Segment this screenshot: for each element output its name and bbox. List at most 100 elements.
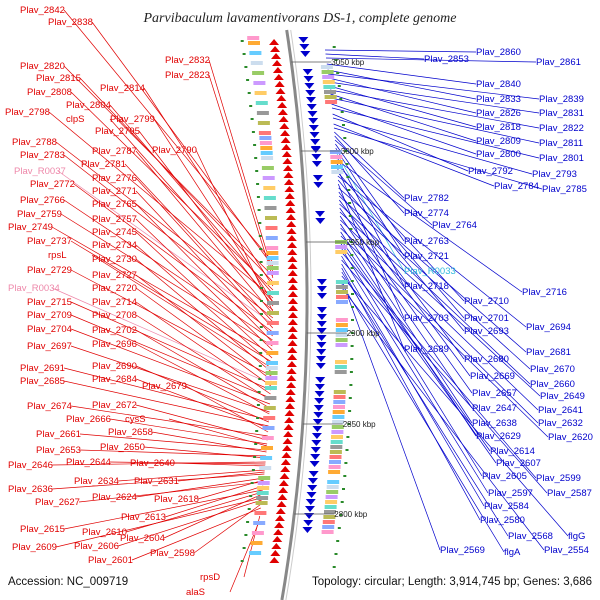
cog-block-inner bbox=[263, 406, 276, 410]
forward-gene-arrow bbox=[272, 536, 283, 542]
cog-block-outer bbox=[336, 290, 348, 294]
left-connector bbox=[60, 213, 273, 347]
right-connector bbox=[324, 49, 477, 53]
right-connector bbox=[335, 143, 405, 242]
right-gene-label: Plav_2693 bbox=[464, 326, 509, 337]
right-gene-label: Plav_2826 bbox=[476, 108, 521, 119]
cog-block-outer bbox=[328, 465, 341, 469]
track-tick bbox=[258, 235, 262, 237]
right-connector bbox=[329, 81, 540, 114]
left-gene-label: Plav_2704 bbox=[27, 324, 72, 335]
track-tick bbox=[334, 59, 338, 61]
right-connector bbox=[337, 171, 465, 319]
forward-gene-arrow bbox=[279, 123, 290, 129]
forward-gene-arrow bbox=[285, 396, 296, 402]
right-connector bbox=[341, 271, 509, 537]
cog-block-inner bbox=[248, 41, 260, 45]
cog-block-outer bbox=[334, 365, 347, 369]
reverse-gene-arrow bbox=[313, 182, 324, 188]
cog-block-outer bbox=[329, 450, 342, 454]
forward-gene-arrow bbox=[269, 557, 280, 563]
cog-block-inner bbox=[266, 331, 279, 335]
track-tick bbox=[259, 274, 263, 276]
left-gene-label: Plav_2790 bbox=[152, 145, 197, 156]
right-connector bbox=[341, 287, 545, 551]
reverse-gene-arrow bbox=[304, 506, 315, 512]
forward-gene-arrow bbox=[284, 186, 295, 192]
cog-block-inner bbox=[264, 206, 277, 210]
left-connector bbox=[109, 418, 268, 445]
label-connector-lines bbox=[48, 9, 569, 593]
left-connector bbox=[164, 485, 264, 518]
left-gene-label: Plav_2615 bbox=[20, 524, 65, 535]
left-gene-label: Plav_R0034 bbox=[8, 283, 60, 294]
reverse-gene-arrow bbox=[316, 307, 327, 313]
reverse-gene-arrow bbox=[305, 499, 316, 505]
right-gene-label: Plav_2681 bbox=[526, 347, 571, 358]
forward-gene-arrow bbox=[287, 305, 298, 311]
forward-gene-arrow bbox=[271, 543, 282, 549]
left-gene-label: Plav_2606 bbox=[74, 541, 119, 552]
scale-label: 2950 kbp bbox=[346, 238, 379, 247]
left-gene-label: Plav_2783 bbox=[20, 150, 65, 161]
cog-block-inner bbox=[265, 226, 278, 230]
forward-gene-arrow bbox=[277, 109, 288, 115]
track-tick bbox=[337, 85, 341, 87]
reverse-gene-arrow bbox=[302, 527, 313, 533]
right-gene-label: Plav_2569 bbox=[440, 545, 485, 556]
cog-block-inner bbox=[254, 511, 267, 515]
cog-block-outer bbox=[322, 80, 335, 84]
reverse-gene-arrow bbox=[308, 125, 319, 131]
cog-block-inner bbox=[265, 366, 278, 370]
forward-gene-arrow bbox=[287, 284, 298, 290]
right-gene-label: Plav_2860 bbox=[476, 47, 521, 58]
cog-block-outer bbox=[322, 520, 335, 524]
right-connector bbox=[339, 199, 471, 377]
right-connector bbox=[339, 211, 541, 397]
forward-gene-arrow bbox=[281, 144, 292, 150]
cog-block-inner bbox=[249, 551, 262, 555]
left-gene-label: Plav_2838 bbox=[48, 17, 93, 28]
left-connector bbox=[138, 130, 274, 307]
cog-block-inner bbox=[265, 216, 277, 220]
forward-gene-arrow bbox=[274, 81, 285, 87]
left-connector bbox=[135, 231, 273, 359]
cog-block-inner bbox=[256, 496, 269, 500]
left-gene-label: Plav_2734 bbox=[92, 240, 137, 251]
right-connector bbox=[340, 235, 549, 438]
forward-gene-arrow bbox=[278, 487, 289, 493]
left-connector bbox=[195, 149, 274, 313]
backbone-arc-shadow bbox=[285, 29, 312, 600]
reverse-gene-arrow bbox=[307, 478, 318, 484]
left-gene-label: Plav_2697 bbox=[27, 341, 72, 352]
track-tick bbox=[350, 280, 354, 282]
right-connector bbox=[340, 243, 497, 464]
forward-gene-arrow bbox=[284, 410, 295, 416]
track-tick bbox=[242, 547, 246, 549]
left-gene-label: Plav_2745 bbox=[92, 227, 137, 238]
cog-block-inner bbox=[266, 351, 279, 355]
left-gene-label: Plav_2631 bbox=[134, 476, 179, 487]
reverse-gene-arrow bbox=[315, 218, 326, 224]
track-tick bbox=[348, 202, 352, 204]
left-gene-label: Plav_2618 bbox=[154, 494, 199, 505]
forward-gene-arrow bbox=[286, 375, 297, 381]
right-gene-label: Plav_2599 bbox=[536, 473, 581, 484]
track-tick bbox=[350, 267, 354, 269]
right-gene-label: Plav_2607 bbox=[496, 458, 541, 469]
right-gene-label: Plav_2818 bbox=[476, 122, 521, 133]
reverse-gene-arrow bbox=[315, 377, 326, 383]
right-gene-label: Plav_2660 bbox=[530, 379, 575, 390]
cog-block-outer bbox=[335, 360, 347, 364]
forward-gene-arrow bbox=[282, 158, 293, 164]
track-tick bbox=[247, 508, 251, 510]
cog-block-outer bbox=[333, 405, 345, 409]
track-tick bbox=[253, 456, 257, 458]
right-gene-label: Plav_2785 bbox=[542, 184, 587, 195]
cog-block-inner bbox=[264, 396, 277, 400]
left-connector bbox=[131, 507, 261, 561]
forward-gene-arrow bbox=[271, 60, 282, 66]
forward-gene-arrow bbox=[283, 179, 294, 185]
left-gene-label: Plav_2823 bbox=[165, 70, 210, 81]
right-connector bbox=[333, 123, 495, 187]
